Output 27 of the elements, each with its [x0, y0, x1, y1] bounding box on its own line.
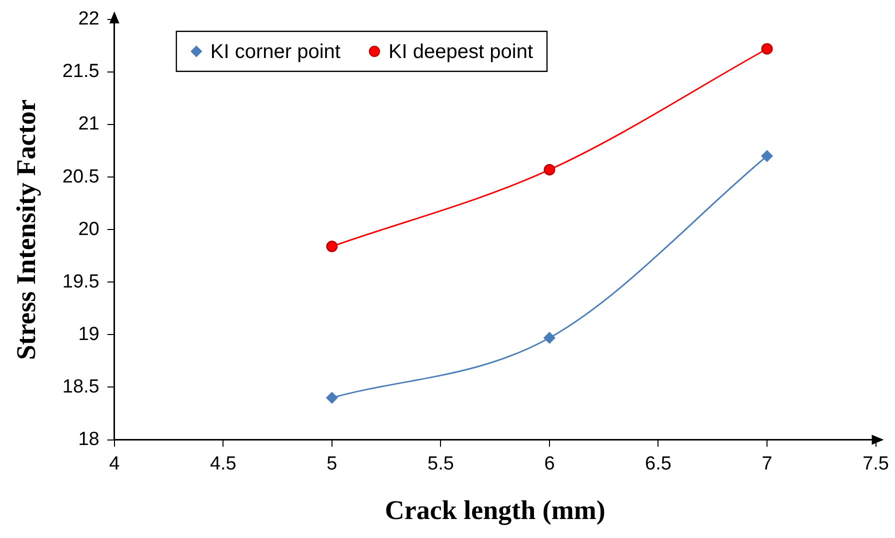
- point: [761, 43, 773, 55]
- x-tick-label: 5: [326, 453, 338, 474]
- x-tick-label: 4.5: [210, 453, 236, 474]
- x-tick-label: 6: [544, 453, 555, 474]
- x-tick-label: 4: [109, 453, 120, 474]
- x-axis-title: Crack length (mm): [384, 494, 606, 525]
- legend-label: KI deepest point: [388, 40, 534, 63]
- point: [326, 392, 338, 404]
- point: [326, 240, 338, 252]
- y-tick-label: 19.5: [62, 271, 100, 292]
- y-tick-label: 20.5: [62, 166, 100, 188]
- legend-label: KI corner point: [210, 40, 341, 63]
- point: [544, 332, 556, 344]
- y-tick-label: 19: [78, 324, 100, 345]
- y-tick-label: 22: [78, 8, 100, 30]
- x-tick-label: 7.5: [862, 453, 890, 474]
- x-tick-label: 5.5: [427, 453, 454, 474]
- y-axis-title: Stress Intensity Factor: [11, 99, 42, 360]
- y-tick-label: 18.5: [62, 376, 100, 398]
- y-tick-label: 21: [78, 114, 100, 135]
- x-tick-label: 7: [762, 453, 772, 474]
- x-tick-label: 6.5: [645, 453, 672, 474]
- point: [544, 164, 556, 176]
- y-tick-label: 20: [78, 218, 100, 240]
- y-tick-label: 21.5: [62, 61, 100, 82]
- y-tick-label: 18: [78, 429, 100, 450]
- point: [761, 150, 773, 162]
